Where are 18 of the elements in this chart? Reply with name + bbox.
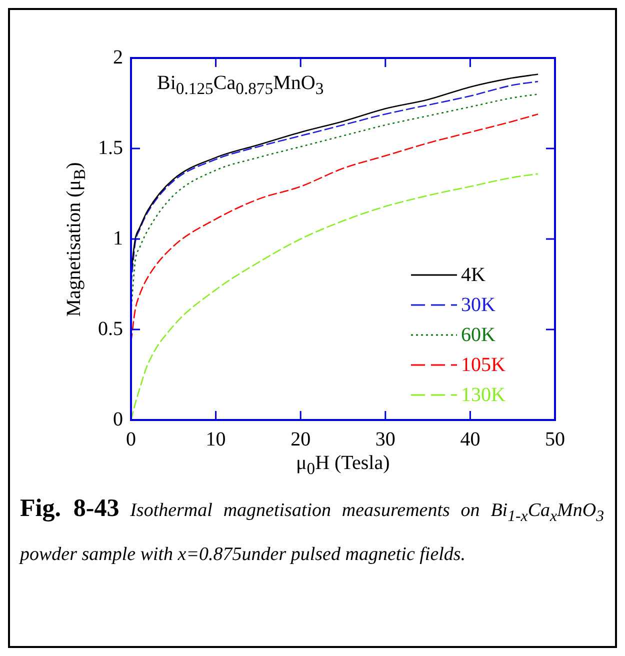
x-tick-label: 30: [375, 428, 396, 450]
y-tick-label: 0: [113, 408, 123, 430]
legend-label: 4K: [461, 264, 486, 286]
x-tick-label: 50: [545, 428, 565, 450]
x-tick-label: 40: [460, 428, 480, 450]
y-tick-label: 2: [113, 46, 123, 68]
legend-label: 60K: [461, 324, 496, 346]
annotation: Bi$_{0.125}$Ca$_{0.875}$MnO$_{3}$: [157, 72, 324, 99]
x-tick-label: 10: [206, 428, 226, 450]
x-tick-label: 20: [290, 428, 311, 450]
legend-label: 105K: [461, 354, 506, 376]
y-tick-label: 1: [113, 227, 123, 250]
legend-label: 30K: [461, 294, 496, 316]
legend-label: 130K: [461, 384, 506, 406]
y-tick-label: 0.5: [98, 318, 123, 340]
x-axis-title: μ$_{0}$H (Tesla): [296, 452, 390, 479]
y-tick-label: 1.5: [98, 136, 123, 159]
text: Fig. 8-43 Isothermal magnetisation measurements on Bi$_{1-x}$Ca$_{x}$MnO$_{3}$ powder sample with x=0.875under pulsed magnetic fields.: [20, 495, 604, 565]
